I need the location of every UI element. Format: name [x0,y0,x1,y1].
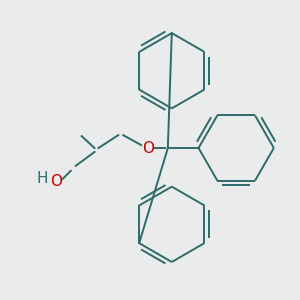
Text: O: O [50,174,62,189]
Text: H: H [36,171,48,186]
Text: O: O [142,140,154,155]
